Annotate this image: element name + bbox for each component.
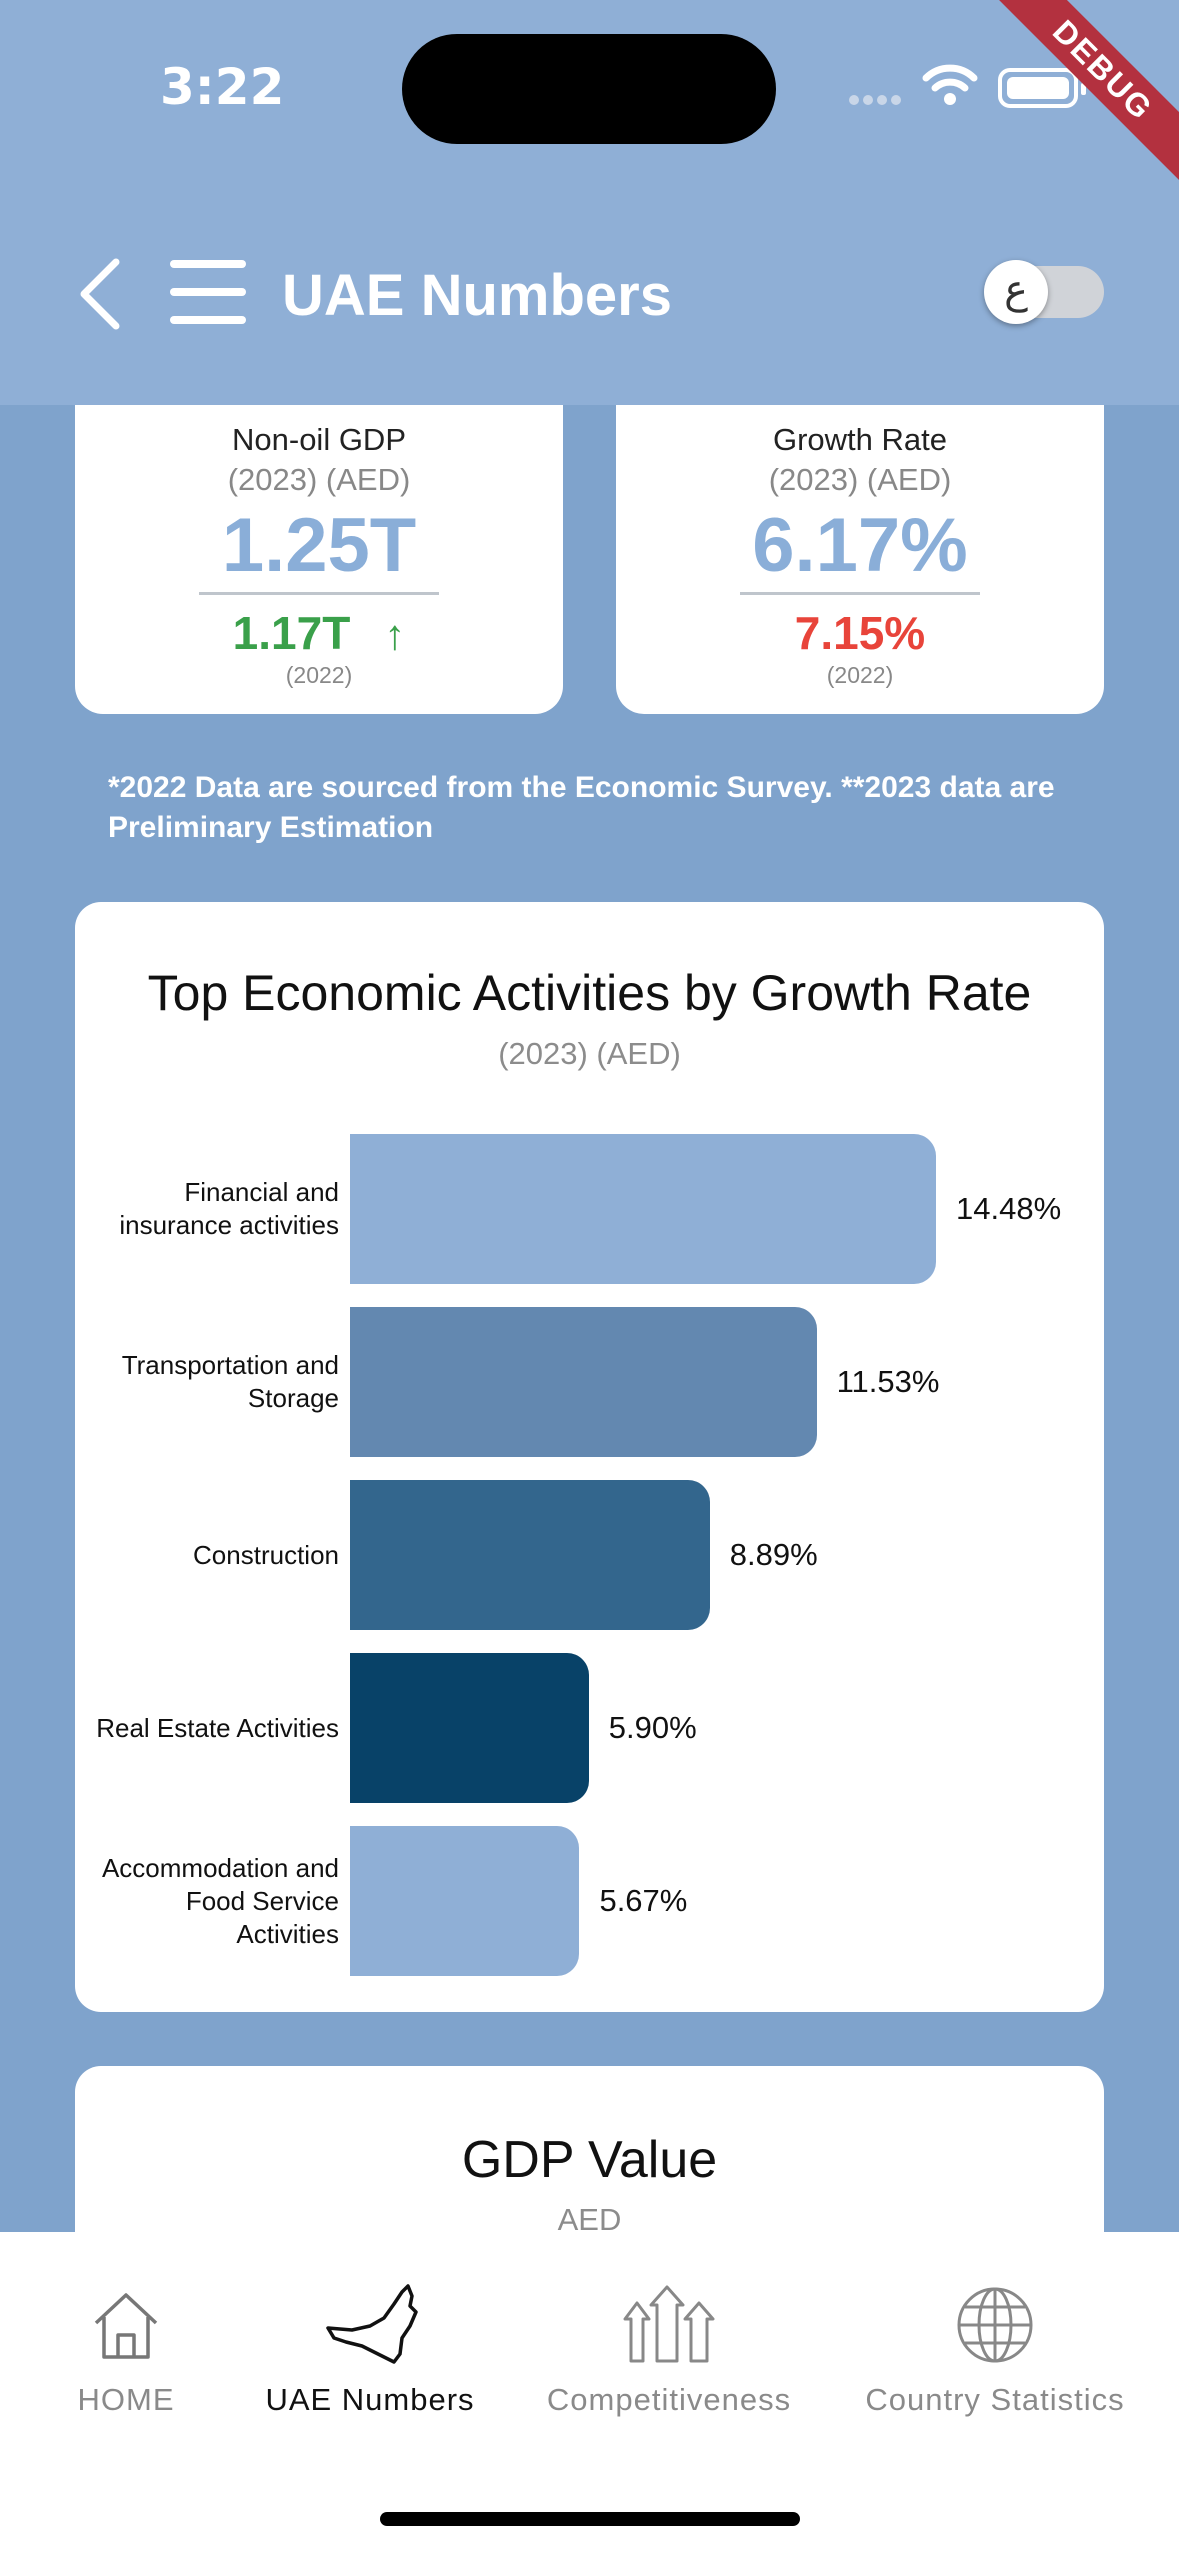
chart-subtitle: (2023) (AED)	[498, 1036, 681, 1071]
kpi-card-growth-rate: Growth Rate (2023) (AED) 6.17% 7.15% (20…	[616, 392, 1104, 714]
bar-row: Transportation and Storage 11.53%	[75, 1307, 1104, 1457]
nav-item-uae-numbers[interactable]: UAE Numbers	[260, 2282, 480, 2418]
bar-category-label: Financial and insurance activities	[119, 1177, 339, 1240]
kpi-divider	[740, 592, 980, 595]
bar-value-label: 5.90%	[608, 1710, 697, 1745]
bar-row: Financial and insurance activities 14.48%	[75, 1134, 1104, 1284]
language-toggle-knob: ع	[984, 260, 1048, 324]
competitiveness-arrows-icon	[544, 2282, 794, 2368]
dynamic-island	[402, 34, 776, 144]
bar[interactable]	[350, 1826, 580, 1976]
page-title: UAE Numbers	[282, 263, 672, 328]
bar-row: Real Estate Activities 5.90%	[75, 1653, 1104, 1803]
kpi-previous-value: 1.17T	[232, 607, 351, 659]
bar-value-label: 14.48%	[956, 1191, 1062, 1226]
kpi-title: Growth Rate	[772, 422, 947, 457]
status-time: 3:22	[160, 58, 285, 116]
kpi-subtitle: (2023) (AED)	[227, 462, 411, 497]
nav-item-country-statistics[interactable]: Country Statistics	[860, 2282, 1130, 2418]
bar-row: Construction 8.89%	[75, 1480, 1104, 1630]
kpi-title: Non-oil GDP	[232, 422, 406, 457]
nav-label: HOME	[77, 2382, 175, 2417]
kpi-current-value: 6.17%	[752, 503, 968, 588]
gdp-card-subtitle: AED	[557, 2202, 622, 2237]
home-icon	[66, 2282, 186, 2368]
bar[interactable]	[350, 1307, 817, 1457]
kpi-previous-year: (2022)	[826, 662, 894, 688]
bar-category-label: Accommodation and Food Service Activitie…	[101, 1852, 339, 1949]
nav-item-home[interactable]: HOME	[66, 2282, 186, 2418]
kpi-divider	[199, 592, 439, 595]
nav-label: UAE Numbers	[265, 2382, 475, 2417]
kpi-previous-year: (2022)	[285, 662, 353, 688]
kpi-current-value: 1.25T	[221, 503, 417, 588]
bar-value-label: 8.89%	[729, 1537, 818, 1572]
nav-label: Competitiveness	[546, 2382, 792, 2417]
bar-category-label: Transportation and Storage	[121, 1350, 339, 1413]
top-activities-chart-card: Top Economic Activities by Growth Rate (…	[75, 902, 1104, 2012]
uae-map-icon	[260, 2282, 480, 2368]
gdp-card-title: GDP Value	[461, 2131, 718, 2189]
bar[interactable]	[350, 1134, 936, 1284]
bar-value-label: 5.67%	[599, 1883, 688, 1918]
back-arrow-icon[interactable]	[72, 254, 128, 334]
bar-row: Accommodation and Food Service Activitie…	[75, 1826, 1104, 1976]
app-header: 3:22 DEBUG UAE Numbers ع	[0, 0, 1179, 405]
kpi-previous: 1.17T ↑	[75, 606, 563, 660]
language-toggle[interactable]: ع	[984, 260, 1104, 324]
bar-category-label: Construction	[193, 1539, 339, 1570]
globe-icon	[860, 2282, 1130, 2368]
bar[interactable]	[350, 1480, 710, 1630]
battery-icon	[998, 68, 1086, 108]
trend-up-arrow-icon: ↑	[384, 611, 406, 658]
data-source-footnote: *2022 Data are sourced from the Economic…	[108, 771, 1055, 844]
cellular-signal-icon	[849, 95, 901, 105]
bar-value-label: 11.53%	[836, 1364, 940, 1399]
kpi-card-non-oil-gdp: Non-oil GDP (2023) (AED) 1.25T 1.17T ↑ (2…	[75, 392, 563, 714]
bar[interactable]	[350, 1653, 589, 1803]
chart-title: Top Economic Activities by Growth Rate	[147, 965, 1032, 1021]
nav-item-competitiveness[interactable]: Competitiveness	[544, 2282, 794, 2418]
bar-category-label: Real Estate Activities	[96, 1712, 339, 1743]
wifi-icon	[922, 64, 978, 105]
hamburger-menu-icon[interactable]	[170, 260, 246, 324]
nav-label: Country Statistics	[865, 2382, 1125, 2417]
home-indicator	[380, 2512, 800, 2526]
bottom-navigation: HOME UAE Numbers Competitiveness Country…	[0, 2232, 1179, 2556]
kpi-previous-value: 7.15%	[794, 607, 926, 659]
kpi-subtitle: (2023) (AED)	[768, 462, 952, 497]
